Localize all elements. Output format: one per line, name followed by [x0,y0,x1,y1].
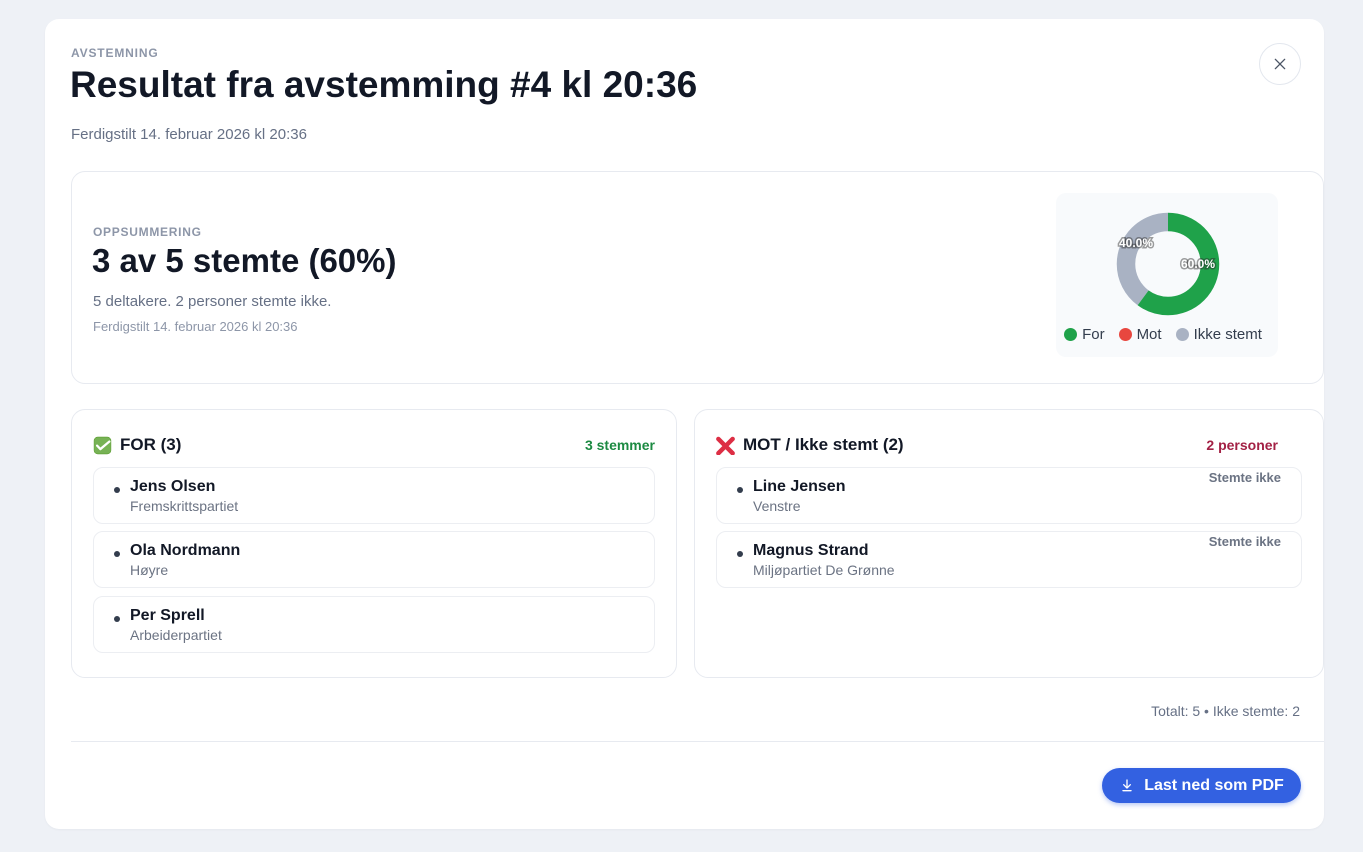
svg-text:60.0%: 60.0% [1181,257,1215,271]
svg-text:40.0%: 40.0% [1119,236,1153,250]
